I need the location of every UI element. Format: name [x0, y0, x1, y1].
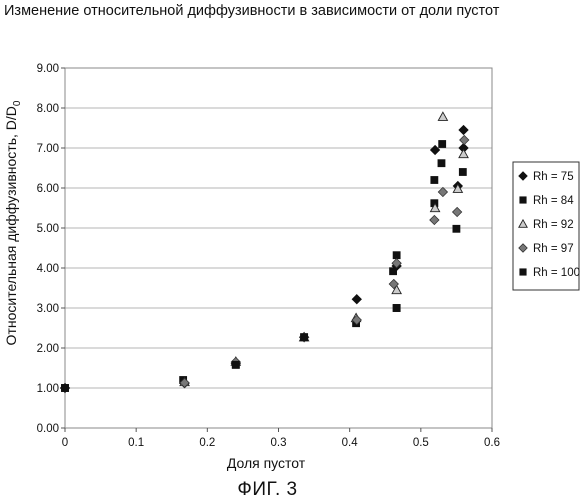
y-tick-label: 4.00 [37, 263, 59, 275]
y-axis-ticks: 0.00 1.00 2.00 3.00 4.00 5.00 6.00 7.00 8.00 9.00 [37, 63, 65, 435]
data-point [438, 140, 446, 148]
legend-label: Rh = 92 [533, 219, 574, 231]
data-points [60, 112, 468, 392]
data-point [460, 135, 469, 144]
y-tick-label: 5.00 [37, 223, 59, 235]
series-2 [61, 140, 467, 392]
data-point [438, 159, 446, 167]
plot-area [65, 68, 492, 428]
legend-marker [519, 268, 526, 275]
series-4 [180, 135, 469, 387]
x-tick-label: 0.5 [413, 437, 429, 449]
x-tick-label: 0 [62, 437, 68, 449]
y-axis-label: Относительная диффузивность, D/D0 [3, 100, 23, 345]
legend-label: Rh = 75 [533, 171, 574, 183]
x-axis-label: Доля пустот [227, 455, 306, 471]
legend-label: Rh = 84 [533, 195, 574, 207]
y-tick-label: 6.00 [37, 183, 59, 195]
figure-caption: ФИГ. 3 [0, 479, 535, 501]
data-point [459, 168, 467, 176]
data-point [459, 125, 468, 134]
y-tick-label: 3.00 [37, 303, 59, 315]
x-axis-ticks: 0 0.1 0.2 0.3 0.4 0.5 0.6 [62, 428, 500, 449]
legend-marker [519, 196, 526, 203]
x-tick-label: 0.6 [484, 437, 500, 449]
y-tick-label: 2.00 [37, 343, 59, 355]
data-point [438, 112, 447, 120]
series-3 [180, 112, 468, 385]
data-point [300, 333, 308, 341]
data-point [430, 215, 439, 224]
data-point [61, 384, 69, 392]
data-point [393, 304, 401, 312]
legend-label: Rh = 100 [533, 267, 580, 279]
series-1 [60, 125, 468, 392]
y-tick-label: 7.00 [37, 143, 59, 155]
y-tick-label: 1.00 [37, 383, 59, 395]
x-tick-label: 0.1 [128, 437, 144, 449]
data-point [459, 149, 468, 157]
scatter-chart: 0.00 1.00 2.00 3.00 4.00 5.00 6.00 7.00 8.00 9.00… [0, 0, 583, 478]
x-tick-label: 0.4 [342, 437, 359, 449]
y-tick-label: 9.00 [37, 63, 59, 75]
data-point [393, 251, 401, 259]
legend-label: Rh = 97 [533, 243, 574, 255]
data-point [453, 225, 461, 233]
data-point [453, 207, 462, 216]
y-axis-label-subscript: 0 [12, 100, 23, 106]
legend: Rh = 75 Rh = 84 Rh = 92 Rh = 97 Rh = 100 [513, 162, 580, 290]
x-tick-label: 0.2 [199, 437, 215, 449]
data-point [232, 361, 240, 369]
data-point [389, 267, 397, 275]
data-point [438, 187, 447, 196]
x-tick-label: 0.3 [271, 437, 287, 449]
data-point [352, 295, 361, 304]
y-tick-label: 8.00 [37, 103, 59, 115]
y-tick-label: 0.00 [37, 423, 59, 435]
data-point [430, 176, 438, 184]
gridlines [65, 108, 492, 388]
